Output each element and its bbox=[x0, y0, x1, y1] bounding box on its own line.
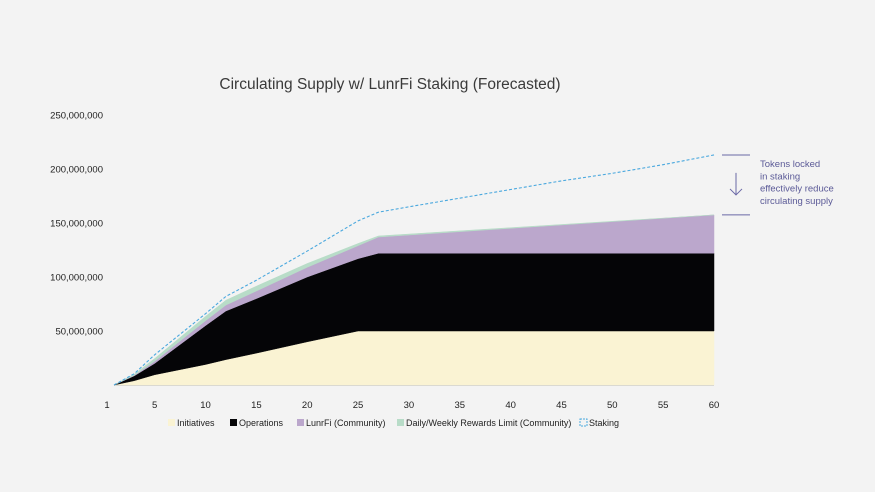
legend-swatch bbox=[168, 419, 175, 426]
x-tick-label: 10 bbox=[200, 400, 211, 411]
x-tick-label: 5 bbox=[152, 400, 157, 411]
x-tick-label: 30 bbox=[404, 400, 415, 411]
annotation-text-line: effectively reduce bbox=[760, 184, 834, 195]
legend-label: Operations bbox=[239, 418, 284, 428]
y-tick-label: 250,000,000 bbox=[50, 111, 103, 122]
x-axis: 1 5 10 15 20 25 30 35 40 45 50 55 60 bbox=[104, 385, 720, 411]
x-tick-label: 1 bbox=[104, 400, 109, 411]
x-tick-label: 60 bbox=[709, 400, 720, 411]
y-tick-label: 100,000,000 bbox=[50, 273, 103, 284]
area-daily-weekly-rewards-limit-community bbox=[113, 214, 715, 386]
line-staking bbox=[113, 154, 715, 386]
legend-item: Staking bbox=[579, 418, 619, 428]
chart-title: Circulating Supply w/ LunrFi Staking (Fo… bbox=[219, 76, 560, 93]
x-tick-label: 35 bbox=[454, 400, 465, 411]
legend-item: Operations bbox=[230, 418, 284, 428]
legend-item: Daily/Weekly Rewards Limit (Community) bbox=[397, 418, 571, 428]
down-arrow-icon bbox=[729, 172, 743, 196]
plot-area bbox=[113, 154, 715, 386]
x-tick-label: 45 bbox=[556, 400, 567, 411]
x-tick-label: 25 bbox=[353, 400, 364, 411]
legend-swatch bbox=[297, 419, 304, 426]
y-tick-label: 150,000,000 bbox=[50, 219, 103, 230]
x-tick-label: 20 bbox=[302, 400, 313, 411]
y-tick-label: 50,000,000 bbox=[55, 327, 103, 338]
x-tick-label: 40 bbox=[505, 400, 516, 411]
y-axis: 50,000,000 100,000,000 150,000,000 200,000,… bbox=[50, 111, 103, 338]
legend-label: Staking bbox=[589, 418, 619, 428]
legend-item: LunrFi (Community) bbox=[297, 418, 386, 428]
x-tick-label: 50 bbox=[607, 400, 618, 411]
annotation-text-line: Tokens locked bbox=[760, 159, 820, 170]
legend-label: LunrFi (Community) bbox=[306, 418, 386, 428]
x-tick-label: 55 bbox=[658, 400, 669, 411]
x-tick-label: 15 bbox=[251, 400, 262, 411]
legend-swatch bbox=[397, 419, 404, 426]
legend-swatch bbox=[579, 418, 588, 427]
y-tick-label: 200,000,000 bbox=[50, 165, 103, 176]
legend-item: Initiatives bbox=[168, 418, 215, 428]
annotation-text-line: circulating supply bbox=[760, 196, 833, 207]
legend: Initiatives Operations LunrFi (Community) D… bbox=[168, 418, 619, 428]
annotation-text-line: in staking bbox=[760, 171, 800, 182]
legend-label: Daily/Weekly Rewards Limit (Community) bbox=[406, 418, 571, 428]
legend-label: Initiatives bbox=[177, 418, 215, 428]
legend-swatch bbox=[230, 419, 237, 426]
